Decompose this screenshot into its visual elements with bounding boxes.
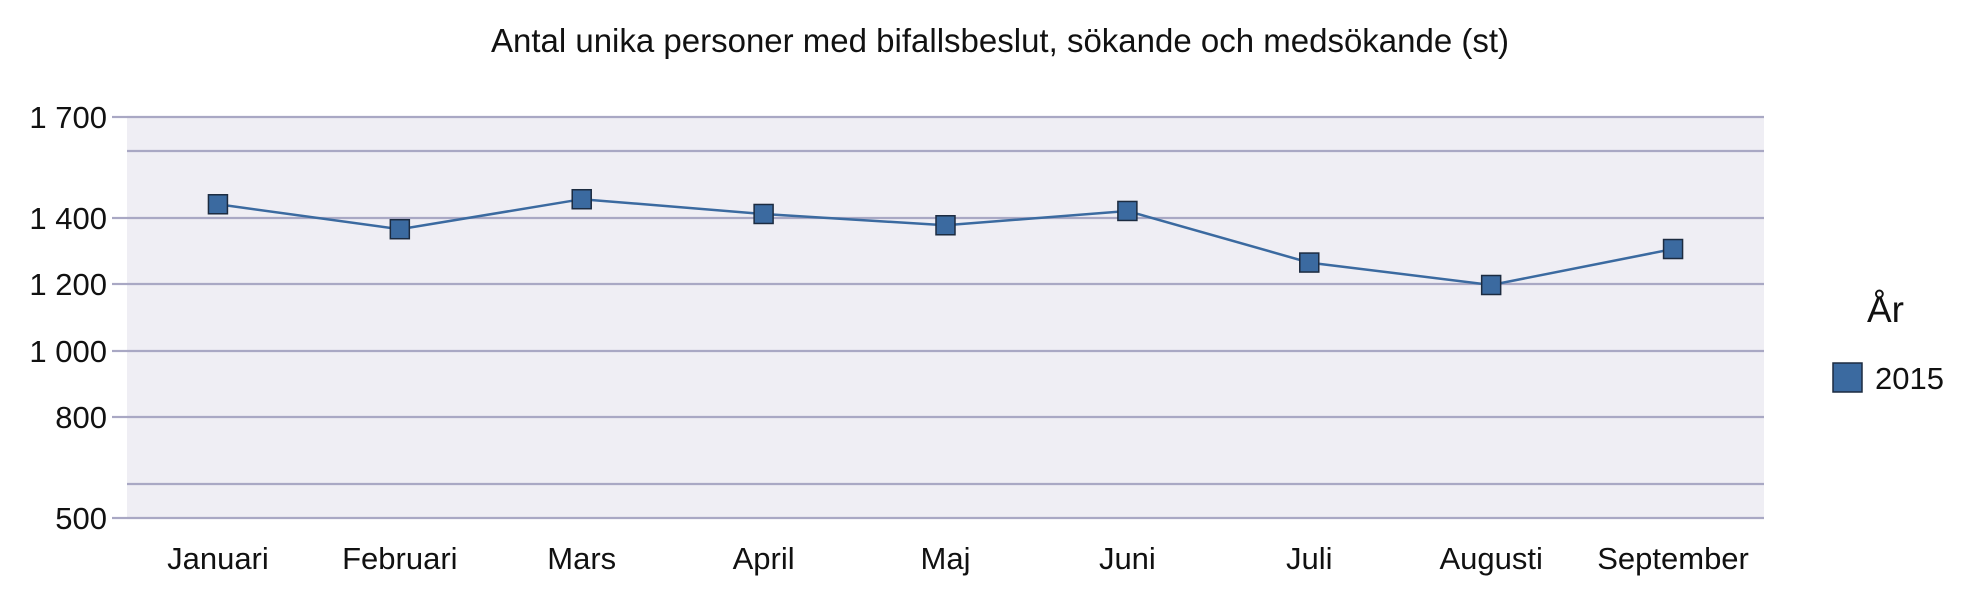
x-tick-label: Februari: [342, 541, 457, 576]
data-point: [1662, 238, 1684, 260]
data-point: [1299, 252, 1320, 273]
x-tick-label: Januari: [167, 541, 269, 576]
x-tick-label: Augusti: [1439, 541, 1542, 576]
legend: År 2015: [1832, 289, 1944, 396]
data-point: [753, 203, 774, 225]
x-tick-label: Mars: [547, 541, 616, 576]
x-tick-label: April: [733, 541, 795, 576]
legend-title: År: [1867, 289, 1904, 330]
legend-label-2015: 2015: [1875, 361, 1944, 396]
data-point: [1117, 200, 1138, 222]
data-point: [1480, 274, 1502, 296]
data-point: [935, 215, 956, 236]
series-markers-2015: [207, 188, 1684, 296]
y-tick-label: 1 200: [29, 267, 107, 302]
data-point: [571, 188, 592, 210]
plot-area: [127, 117, 1764, 518]
data-point: [389, 218, 411, 240]
legend-swatch-2015: [1832, 362, 1863, 393]
x-axis: Januari Februari Mars April Maj Juni Juli Augus…: [167, 541, 1749, 576]
x-tick-label: Maj: [921, 541, 971, 576]
data-point: [207, 194, 229, 215]
y-tick-label: 1 700: [29, 100, 107, 135]
y-tick-label: 1 000: [29, 334, 107, 369]
y-tick-label: 800: [55, 400, 107, 435]
x-tick-label: Juni: [1099, 541, 1156, 576]
y-tick-label: 1 400: [29, 201, 107, 236]
y-axis: 500 800 1 000 1 200 1 400 1 700: [29, 100, 127, 536]
chart-title: Antal unika personer med bifallsbeslut, …: [491, 22, 1509, 59]
y-tick-label: 500: [55, 501, 107, 536]
x-tick-label: September: [1597, 541, 1749, 576]
x-tick-label: Juli: [1286, 541, 1333, 576]
